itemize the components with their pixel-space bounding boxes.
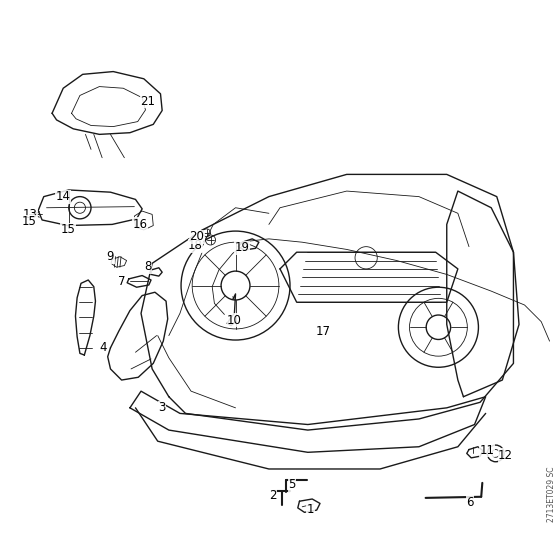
Text: 6: 6	[466, 496, 474, 509]
Text: 7: 7	[118, 274, 126, 288]
Text: 12: 12	[498, 449, 513, 461]
Text: 13: 13	[22, 208, 38, 221]
Text: 11: 11	[479, 444, 494, 456]
Text: 20: 20	[189, 230, 204, 243]
Text: 10: 10	[227, 314, 242, 326]
Text: 8: 8	[144, 260, 151, 273]
Text: 17: 17	[316, 325, 331, 338]
Text: 4: 4	[100, 341, 107, 354]
Text: 15: 15	[60, 223, 75, 236]
Text: 19: 19	[235, 241, 250, 254]
Text: 1: 1	[307, 502, 314, 516]
Text: 9: 9	[107, 250, 114, 263]
Text: 18: 18	[188, 239, 203, 252]
Text: 21: 21	[140, 95, 155, 108]
Text: 5: 5	[288, 478, 296, 491]
Text: 16: 16	[132, 218, 147, 231]
Text: 14: 14	[56, 190, 71, 203]
Text: 2713ET029 SC: 2713ET029 SC	[547, 466, 556, 522]
Text: 15: 15	[21, 215, 36, 228]
Text: 3: 3	[158, 402, 166, 414]
Text: 2: 2	[269, 489, 277, 502]
